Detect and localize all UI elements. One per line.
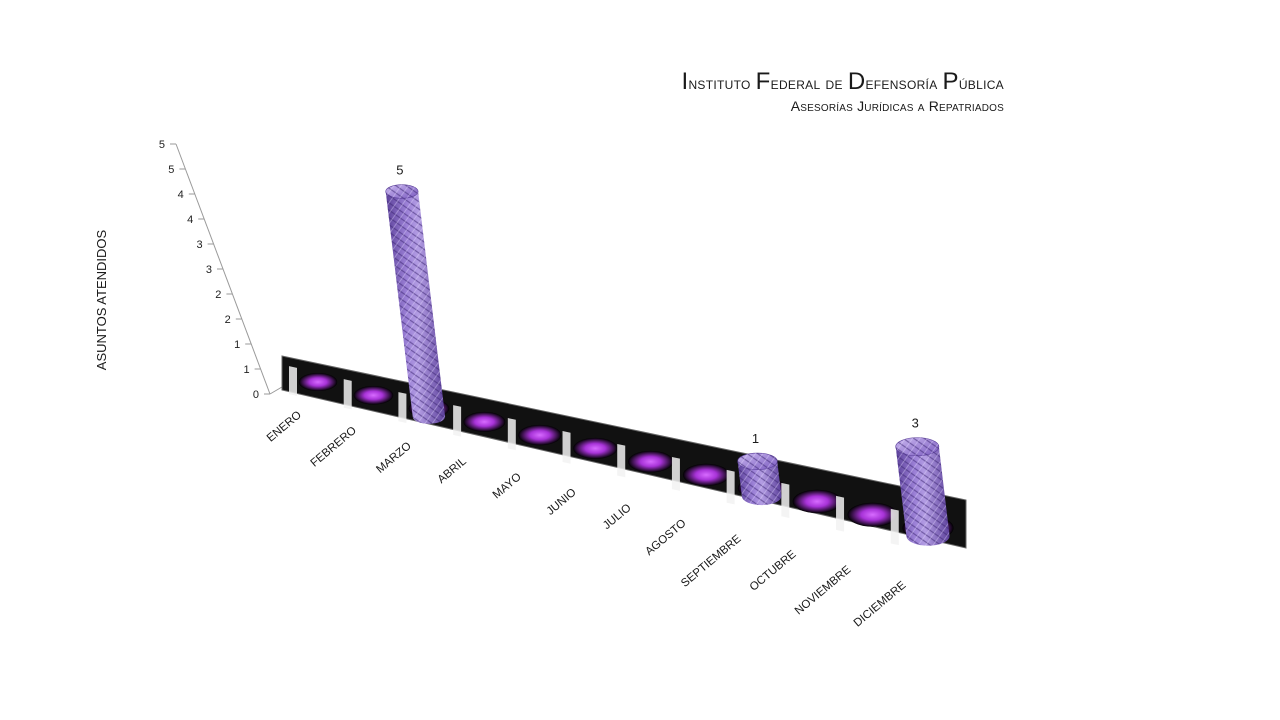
y-tick-label: 1 <box>243 364 249 376</box>
floor-slot-glow <box>682 463 730 487</box>
chart-floor <box>281 355 967 549</box>
bar-texture <box>895 446 950 546</box>
chart-title-block: Instituto Federal de Defensoría Pública … <box>681 68 1004 114</box>
x-tick-label: MAYO <box>491 471 524 501</box>
y-tick-label: 2 <box>225 314 231 326</box>
data-label: 3 <box>912 416 919 431</box>
floor-slot-glow <box>628 450 674 473</box>
floor-slot-glow <box>792 489 842 514</box>
y-tick-label: 4 <box>178 189 184 201</box>
x-tick-label: DICIEMBRE <box>852 579 909 629</box>
x-tick-label: JULIO <box>601 502 634 532</box>
floor-slot-glow <box>463 411 506 432</box>
x-tick-label: ABRIL <box>436 455 470 486</box>
y-tick-label: 4 <box>187 214 193 226</box>
bar-marzo: 5 <box>385 163 446 424</box>
y-tick-label: 0 <box>253 389 259 401</box>
floor-divider <box>289 366 297 396</box>
bar-diciembre: 3 <box>895 416 950 546</box>
floor-divider <box>836 495 845 532</box>
x-tick-label: JUNIO <box>545 486 579 517</box>
floor-slot-glow <box>573 437 618 459</box>
data-label: 5 <box>396 163 403 178</box>
floor-slot-glow <box>298 373 338 391</box>
floor-slot-glow <box>353 385 394 405</box>
y-tick-label: 3 <box>196 239 202 251</box>
bar-texture <box>737 461 782 506</box>
floor-divider <box>398 392 407 423</box>
y-tick-label: 5 <box>159 139 165 151</box>
floor-divider <box>890 508 899 546</box>
bar-cap-texture <box>385 184 419 199</box>
floor-slot-glow <box>847 502 898 527</box>
y-tick-label: 5 <box>168 164 174 176</box>
x-tick-label: OCTUBRE <box>748 548 799 594</box>
x-tick-label: AGOSTO <box>643 517 688 558</box>
bar-series: 5 1 3 <box>385 163 950 546</box>
y-axis-title: ASUNTOS ATENDIDOS <box>94 229 109 370</box>
floor-divider <box>781 482 790 519</box>
y-tick-label: 2 <box>215 289 221 301</box>
floor-divider <box>343 379 352 410</box>
x-tick-label: MARZO <box>374 440 414 476</box>
chart-subtitle: Asesorías Jurídicas a Repatriados <box>790 98 1004 114</box>
x-tick-label: NOVIEMBRE <box>793 564 854 618</box>
bar-texture <box>385 191 446 424</box>
x-tick-label: FEBRERO <box>309 425 359 470</box>
floor-slot-glow <box>518 424 562 446</box>
y-tick-label: 3 <box>206 264 212 276</box>
bar-septiembre: 1 <box>737 431 782 506</box>
data-label: 1 <box>752 431 759 446</box>
x-tick-label: SEPTIEMBRE <box>679 533 744 590</box>
floor-divider <box>617 443 626 478</box>
y-tick-label: 1 <box>234 339 240 351</box>
chart-title: Instituto Federal de Defensoría Pública <box>681 68 1004 95</box>
floor-divider <box>562 431 571 464</box>
x-tick-label: ENERO <box>265 409 304 445</box>
floor-divider <box>507 418 516 451</box>
floor-divider <box>453 405 462 437</box>
bar-cap-texture <box>895 437 939 456</box>
y-axis: 0 1 1 2 2 3 3 4 4 5 5 <box>159 139 319 401</box>
bar-cap-texture <box>737 453 778 470</box>
floor-divider <box>671 456 680 491</box>
floor-divider <box>726 469 735 505</box>
